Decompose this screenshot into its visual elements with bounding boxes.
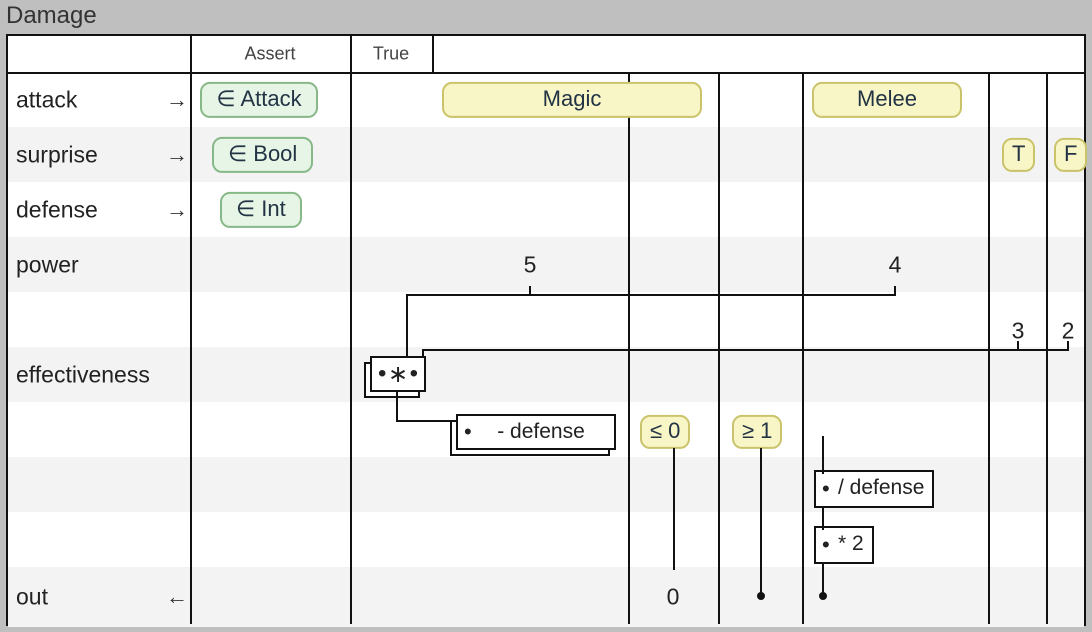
assert-defense[interactable]: ∈ Int (220, 191, 302, 227)
row-label-attack: attack (16, 86, 77, 113)
col-header-true: True (373, 44, 409, 65)
value-mult-f: 2 (1062, 317, 1075, 344)
tag-melee[interactable]: Melee (812, 81, 962, 117)
row-label-effectiveness: effectiveness (16, 361, 150, 388)
arrow-icon: → (166, 87, 188, 113)
tag-true[interactable]: T (1002, 137, 1035, 171)
arrow-left-icon: ← (166, 584, 188, 610)
arrow-icon: → (166, 197, 188, 223)
tag-magic[interactable]: Magic (442, 81, 702, 117)
value-mult-t: 3 (1012, 317, 1025, 344)
tag-false[interactable]: F (1054, 137, 1087, 171)
assert-attack[interactable]: ∈ Attack (200, 81, 318, 117)
value-power-magic: 5 (524, 251, 537, 278)
op-multiply-box[interactable]: • ∗ • (370, 356, 426, 396)
value-out-zero: 0 (667, 584, 680, 611)
tag-ge1[interactable]: ≥ 1 (732, 415, 782, 449)
value-power-melee: 4 (889, 251, 902, 278)
panel-title: Damage (0, 0, 1092, 36)
op-minus-defense-label: - defense (466, 420, 606, 444)
op-times2-box[interactable]: • * 2 (814, 526, 874, 564)
out-dot-melee (819, 592, 827, 600)
col-header-assert: Assert (244, 44, 295, 65)
tag-le0[interactable]: ≤ 0 (640, 415, 690, 449)
assert-surprise[interactable]: ∈ Bool (212, 136, 313, 172)
row-label-defense: defense (16, 196, 98, 223)
sheet: Assert True attack → ∈ Attack Magic Mele… (6, 34, 1086, 626)
op-div-defense-label: / defense (824, 476, 924, 499)
row-label-out: out (16, 584, 48, 611)
out-dot-ge1 (757, 592, 765, 600)
row-label-power: power (16, 251, 79, 278)
row-label-surprise: surprise (16, 141, 98, 168)
op-times2-label: * 2 (824, 532, 864, 555)
op-div-defense-box[interactable]: • / defense (814, 470, 934, 508)
op-minus-defense-box[interactable]: • - defense (456, 414, 616, 454)
arrow-icon: → (166, 142, 188, 168)
